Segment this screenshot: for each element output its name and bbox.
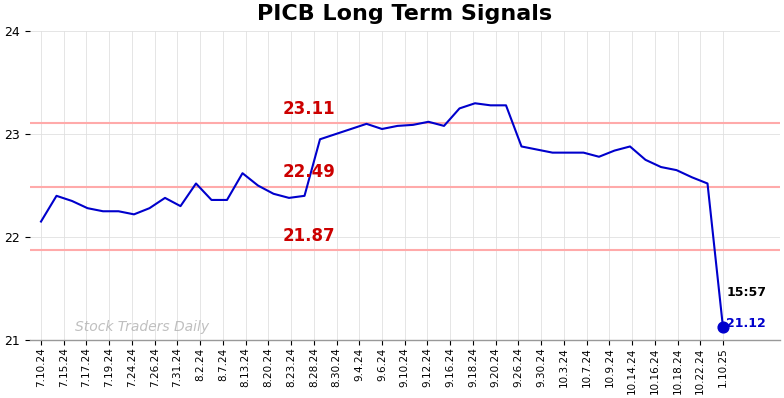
Text: 15:57: 15:57 [727, 286, 767, 298]
Text: 21.87: 21.87 [282, 227, 335, 245]
Text: Stock Traders Daily: Stock Traders Daily [75, 320, 209, 334]
Title: PICB Long Term Signals: PICB Long Term Signals [257, 4, 552, 24]
Point [717, 324, 729, 331]
Text: 21.12: 21.12 [727, 317, 766, 330]
Text: 23.11: 23.11 [282, 100, 335, 118]
Text: 22.49: 22.49 [282, 164, 336, 181]
